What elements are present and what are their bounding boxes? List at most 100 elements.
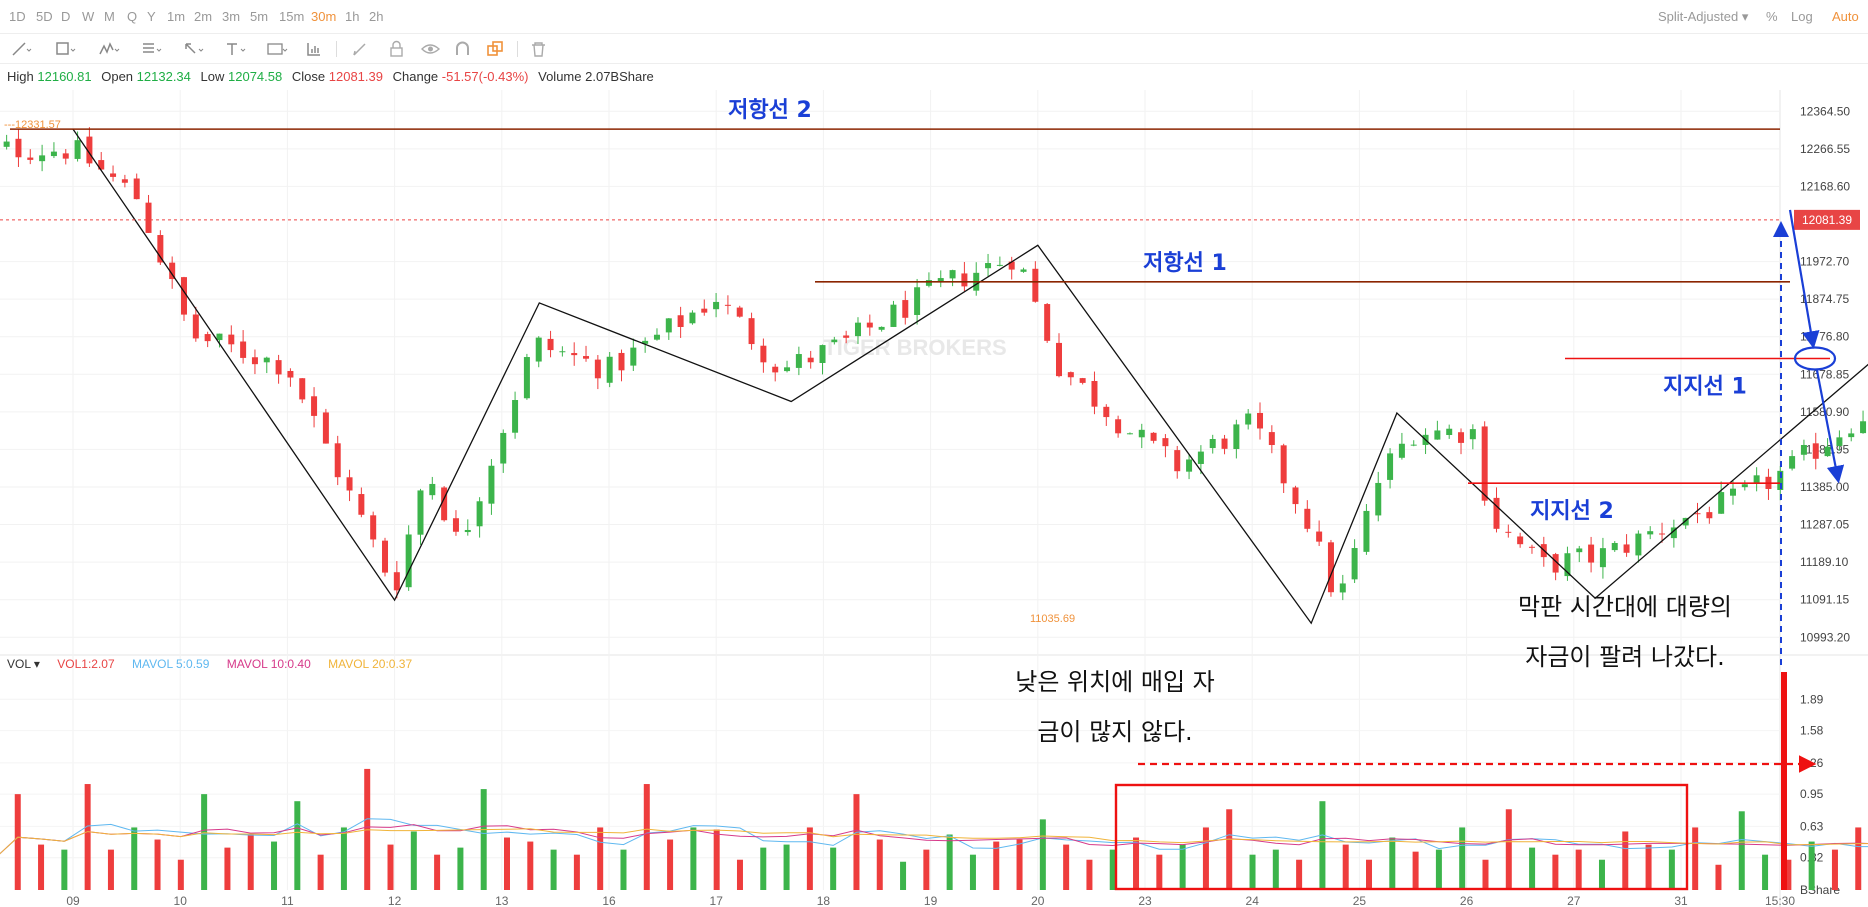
candle-body [429,483,436,496]
volume-bar [853,794,860,890]
candle-body [618,352,625,371]
log-toggle[interactable]: Log [1791,9,1813,24]
candle-body [1103,406,1110,418]
x-tick-label: 26 [1460,894,1474,907]
toolbar-separator [336,41,337,57]
volume-bar [1855,827,1862,890]
period-m[interactable]: M [104,9,115,24]
eye-icon[interactable] [420,40,442,58]
candle-body [145,202,152,233]
volume-bar [1179,844,1186,890]
candle-body [299,378,306,400]
pattern-tool-icon[interactable] [98,40,120,58]
period-5m[interactable]: 5m [250,9,269,24]
candle-body [902,300,909,318]
lock-icon[interactable] [386,40,408,58]
candle-body [1753,475,1760,483]
volume-bar [294,801,301,890]
magnet-icon[interactable] [452,40,474,58]
period-q[interactable]: Q [127,9,138,24]
support-2-label: 지지선 2 [1530,499,1614,524]
arrow-tool-icon[interactable] [182,40,204,58]
candle-body [1257,412,1264,429]
last-price-text: 12081.39 [1802,213,1852,227]
price-tick-label: 11972.70 [1800,255,1849,269]
volume-bar [900,861,907,890]
x-tick-label: 17 [710,894,724,907]
candle-body [1848,433,1855,438]
pencil-icon[interactable] [350,40,372,58]
candle-body [1292,487,1299,505]
volume-bar [1645,844,1652,890]
volume-bar [84,784,91,890]
candle-body [1339,583,1346,593]
candle-body [358,494,365,515]
label-tool-icon[interactable] [266,40,288,58]
auto-toggle[interactable]: Auto [1832,9,1859,24]
candle-body [169,262,176,280]
period-1m[interactable]: 1m [167,9,186,24]
candle-body [819,345,826,363]
layers-icon[interactable] [485,40,507,58]
price-tick-label: 11385.00 [1800,480,1849,494]
annotation-low-buy-line-1: 낮은 위치에 매입 자 [1015,668,1215,696]
line-tool-icon[interactable] [10,40,32,58]
candle-body [86,136,93,164]
vol-dropdown[interactable]: VOL ▾ [7,657,40,671]
volume-bar [1575,849,1582,890]
period-30m[interactable]: 30m [311,9,337,24]
trash-icon[interactable] [528,40,550,58]
price-tick-label: 10993.20 [1800,630,1850,644]
candle-body [133,178,140,200]
candle-body [464,529,471,533]
measure-tool-icon[interactable] [304,40,326,58]
volume-bar [131,827,138,890]
candle-body [1528,546,1535,548]
period-1h[interactable]: 1h [345,9,360,24]
mavol-20-line [0,828,1868,855]
volume-bar [1785,859,1792,890]
candle-body [1517,536,1524,545]
candle-body [1304,508,1311,529]
period-y[interactable]: Y [147,9,156,24]
rectangle-tool-icon[interactable] [54,40,76,58]
period-2m[interactable]: 2m [194,9,213,24]
volume-bar [1435,849,1442,890]
candle-body [1789,456,1796,469]
percent-toggle[interactable]: % [1766,9,1778,24]
period-w[interactable]: W [82,9,95,24]
period-15m[interactable]: 15m [279,9,305,24]
text-tool-icon[interactable] [224,40,246,58]
fib-tool-icon[interactable] [140,40,162,58]
candle-body [1186,459,1193,472]
volume-bar [1762,854,1769,890]
period-2h[interactable]: 2h [369,9,384,24]
volume-bar [317,854,324,890]
candle-body [180,277,187,315]
period-d[interactable]: D [61,9,71,24]
candle-body [512,400,519,433]
candle-body [689,312,696,324]
annotation-low-buy-line-2: 금이 많지 않다. [1037,718,1192,746]
candle-body [807,357,814,363]
price-tick-label: 11678.85 [1800,367,1849,381]
candle-body [996,264,1003,266]
period-5d[interactable]: 5D [36,9,53,24]
volume-bar [806,827,813,890]
blue-arrow-down-1 [1788,209,1820,349]
period-1d[interactable]: 1D [9,9,26,24]
volume-bar [830,847,837,890]
candle-body [985,263,992,269]
volume-bar [1529,847,1536,890]
candle-body [677,315,684,328]
split-toggle[interactable]: Split-Adjusted ▾ [1658,9,1749,24]
change-value: -51.57(-0.43%) [441,69,529,84]
volume-bar [61,849,68,890]
volume-bar [736,859,743,890]
period-3m[interactable]: 3m [222,9,241,24]
volume-bar [1622,831,1629,890]
candle-body [15,138,22,158]
candle-body [1836,437,1843,446]
mavol10-value: MAVOL 10:0.40 [226,657,311,671]
